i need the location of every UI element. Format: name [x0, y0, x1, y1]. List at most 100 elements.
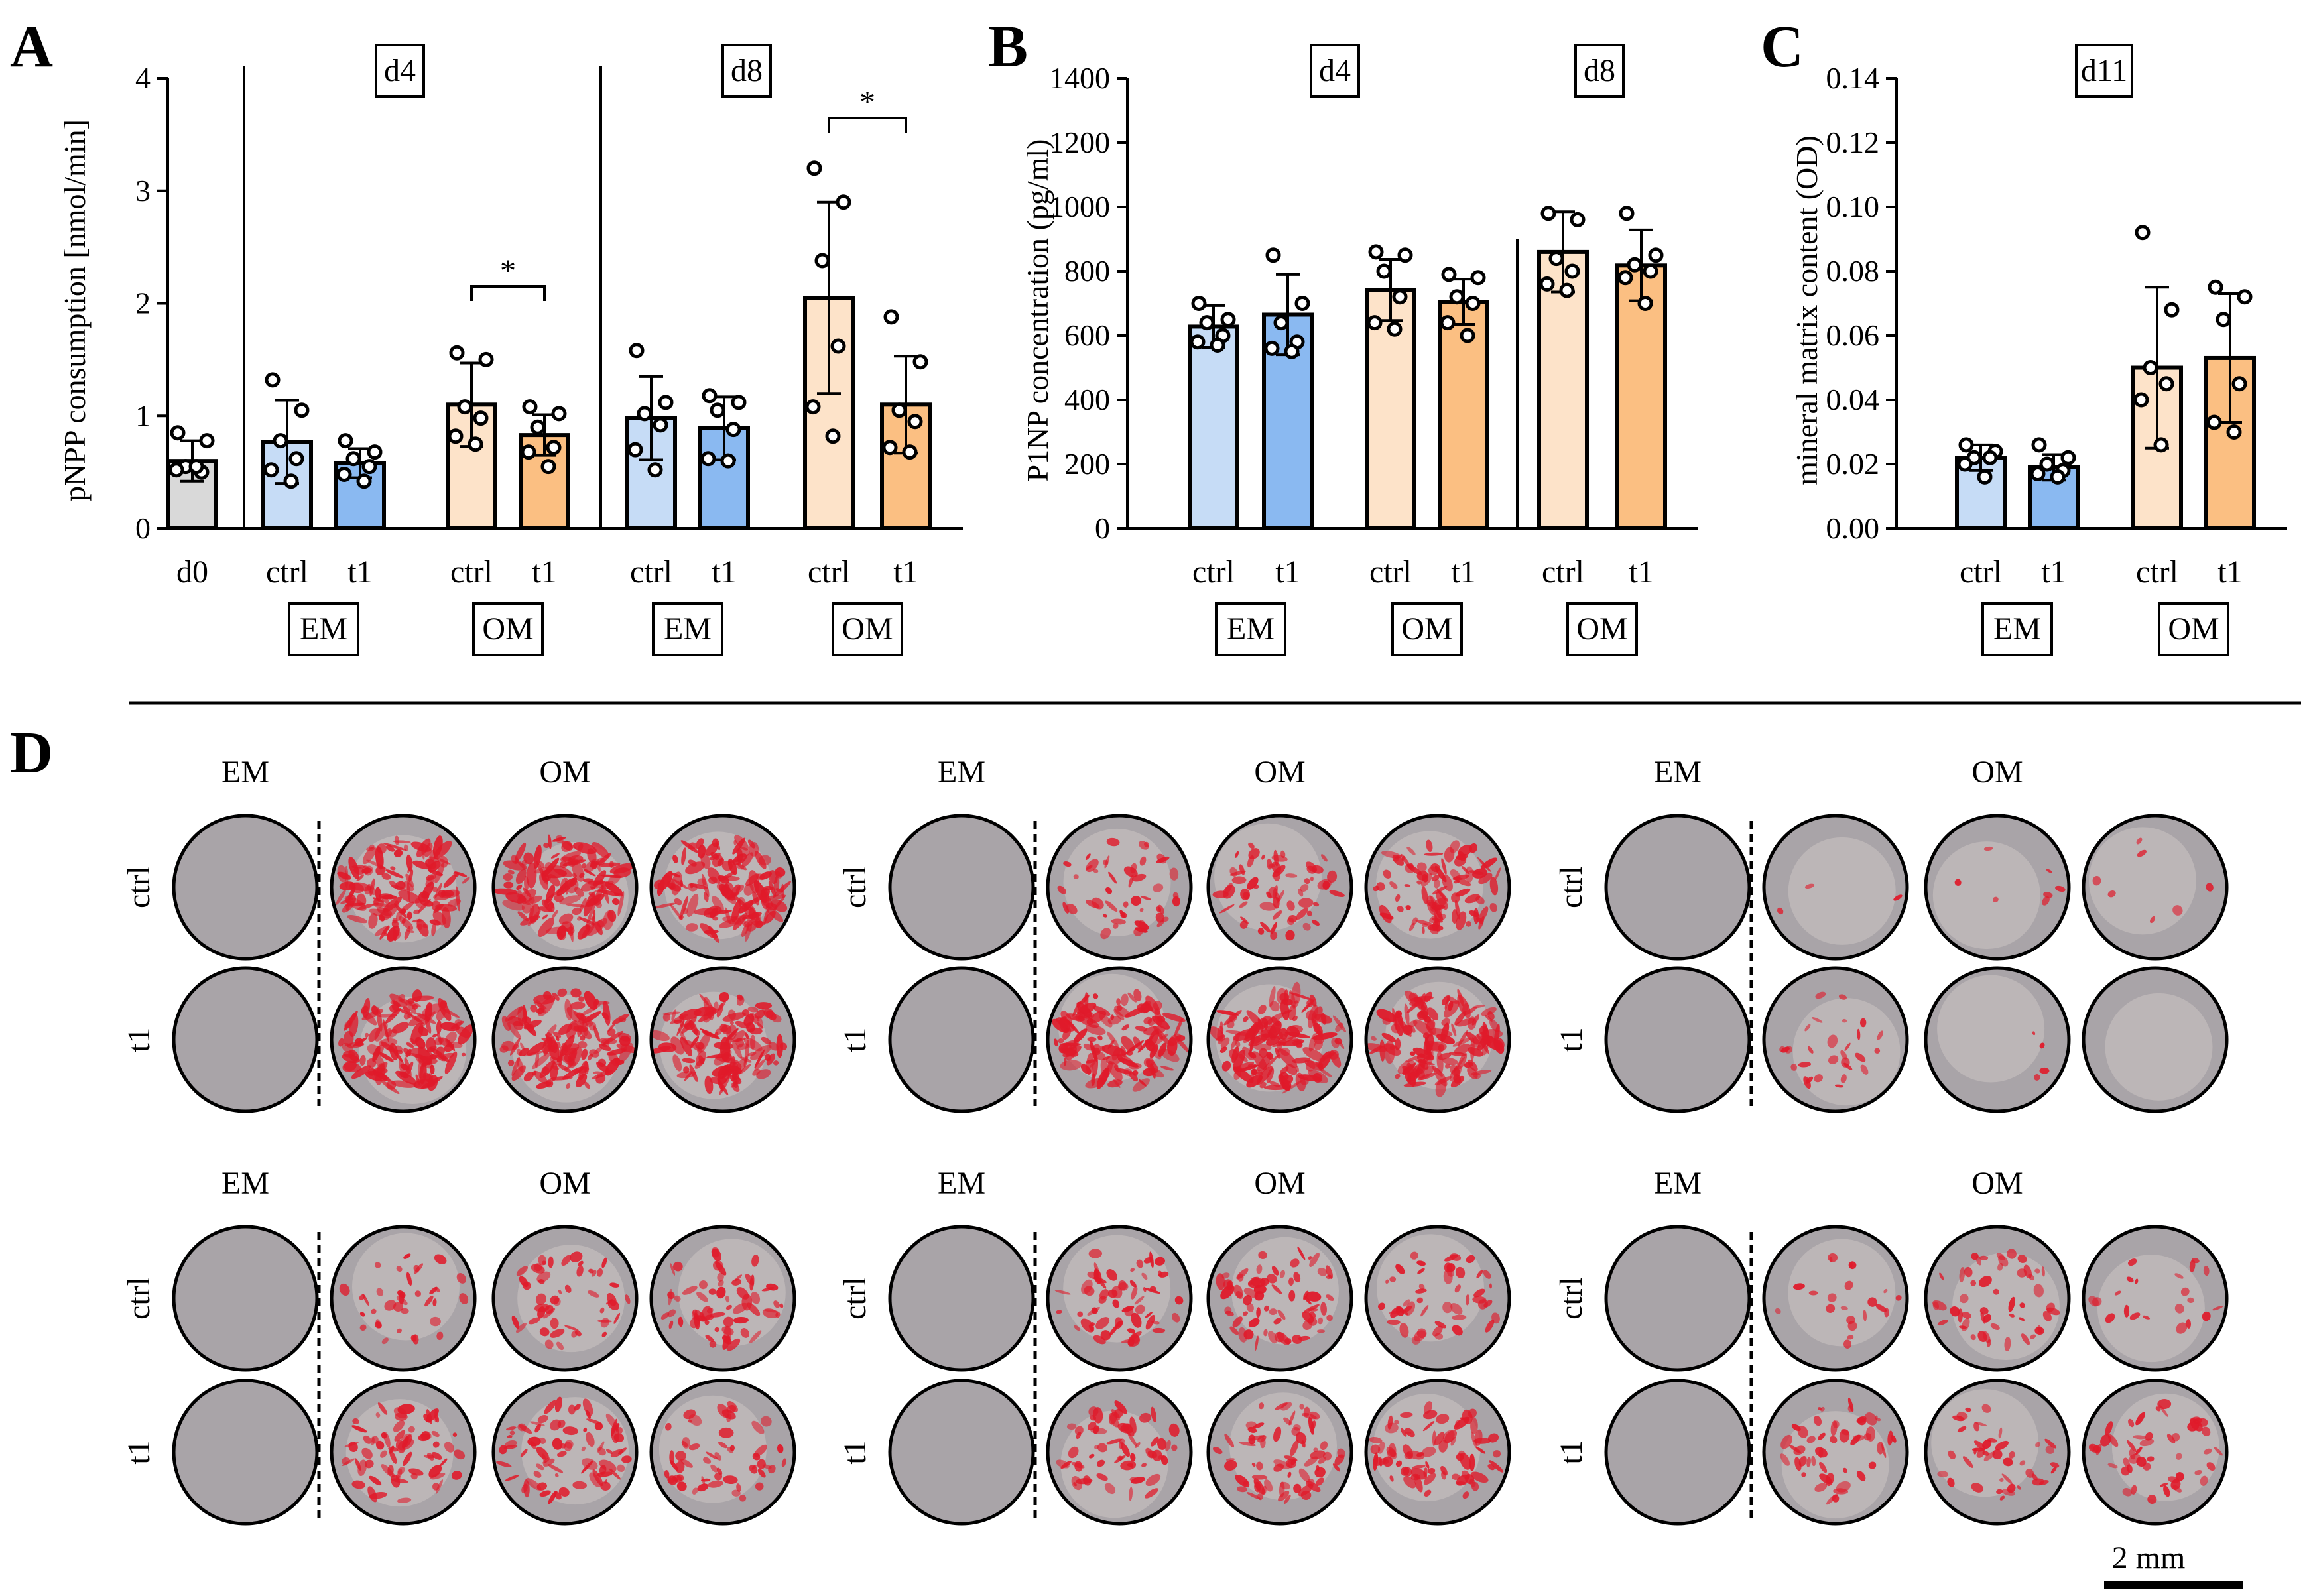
stain-spot [2043, 892, 2053, 898]
stain-spot [578, 996, 585, 1002]
data-point [356, 473, 372, 489]
stain-spot [517, 1423, 527, 1432]
micrograph-well [890, 1227, 1033, 1370]
stain-spot [349, 1013, 359, 1038]
data-point [647, 462, 663, 478]
stain-spot [1116, 1005, 1123, 1011]
well-outline [172, 966, 319, 1113]
stain-spot [381, 895, 390, 905]
stain-spot [2001, 1473, 2013, 1485]
stain-spot [1387, 1319, 1401, 1325]
stain-spot [408, 869, 414, 883]
stain-spot [1332, 1463, 1341, 1472]
stain-spot [1818, 1432, 1826, 1440]
stain-spot [1156, 853, 1166, 864]
data-point [653, 417, 668, 433]
timepoint-label: d4 [1319, 53, 1351, 88]
stain-spot [1865, 1412, 1877, 1426]
stain-spot [1992, 1449, 2003, 1460]
stain-spot [712, 1248, 722, 1262]
stain-spot [345, 903, 350, 911]
stain-spot [580, 880, 599, 892]
stain-spot [1225, 1310, 1234, 1316]
scale-bar: 2 mm [2104, 1540, 2243, 1589]
micrograph-well [1926, 968, 2069, 1111]
stain-spot [506, 1426, 517, 1431]
stain-spot [1063, 861, 1072, 867]
stain-spot [1458, 1052, 1468, 1070]
stain-spot [1432, 1325, 1443, 1337]
stain-spot [1160, 1066, 1174, 1071]
stain-spot [1143, 1287, 1147, 1292]
stain-spot [1478, 906, 1489, 922]
stain-spot [1253, 1422, 1265, 1429]
stain-spot [1247, 1063, 1257, 1068]
data-point [1397, 247, 1413, 263]
stain-spot [1381, 1032, 1397, 1042]
stain-spot [1430, 924, 1440, 935]
stain-spot [538, 1255, 546, 1266]
stain-spot [1952, 1415, 1965, 1422]
stain-spot [733, 912, 747, 930]
stain-spot [735, 1038, 745, 1048]
stain-spot [1434, 879, 1440, 889]
stain-spot [1132, 1070, 1139, 1076]
stain-spot [1106, 1269, 1117, 1281]
stain-spot [1819, 1461, 1828, 1473]
stain-spot [1057, 885, 1066, 894]
stain-spot [1791, 1424, 1801, 1431]
stain-spot [348, 886, 356, 900]
stain-spot [1457, 989, 1464, 1007]
stain-spot [561, 1255, 572, 1266]
well-outline [1206, 1379, 1353, 1526]
stain-spot [379, 1079, 400, 1095]
stain-spot [574, 1330, 582, 1337]
stain-spot [397, 1497, 412, 1503]
stain-spot [1842, 1018, 1847, 1023]
x-category-label: t1 [1451, 554, 1475, 589]
stain-spot [613, 867, 631, 878]
stain-spot [432, 1034, 438, 1038]
stain-spot [1804, 1024, 1811, 1032]
micrograph-well [890, 1381, 1033, 1524]
stain-spot [608, 1052, 620, 1067]
row-label-t1: t1 [838, 1440, 873, 1464]
stain-spot [1080, 1064, 1092, 1075]
stain-spot [1251, 1276, 1259, 1280]
stain-spot [1105, 887, 1113, 894]
stain-spot [1228, 1014, 1237, 1022]
stain-spot [553, 1032, 562, 1038]
micrograph-well [332, 968, 475, 1111]
stain-spot [1999, 1495, 2005, 1501]
stain-spot [1300, 1490, 1312, 1501]
stain-spot [1432, 1430, 1436, 1447]
stain-spot [1489, 1019, 1500, 1032]
stain-spot [1113, 1079, 1121, 1088]
stain-spot [586, 1432, 595, 1447]
stain-spot [1107, 1289, 1118, 1298]
stain-spot [1113, 923, 1119, 929]
data-point [263, 462, 279, 478]
significance-star: * [859, 85, 875, 120]
stain-spot [1981, 1404, 1991, 1413]
stain-spot [714, 1001, 719, 1010]
stain-spot [1256, 1307, 1261, 1318]
stain-spot [1326, 1294, 1334, 1301]
stain-spot [1102, 859, 1109, 866]
stain-spot [1282, 1074, 1294, 1084]
stain-spot [1132, 1078, 1150, 1092]
data-point [530, 419, 546, 435]
stain-spot [339, 1283, 350, 1296]
stain-spot [1401, 1466, 1410, 1476]
micrograph-well [1764, 816, 1907, 959]
stain-spot [1121, 993, 1129, 1007]
stain-spot [363, 1435, 372, 1444]
stain-spot [576, 1074, 588, 1087]
micrograph-well [1048, 1381, 1191, 1524]
condition-label: OM [842, 611, 893, 646]
well-background [1606, 1381, 1749, 1524]
stain-spot [1258, 1402, 1265, 1410]
stain-spot [1849, 1262, 1853, 1268]
stain-spot [536, 1463, 544, 1471]
stain-spot [1110, 1014, 1115, 1020]
